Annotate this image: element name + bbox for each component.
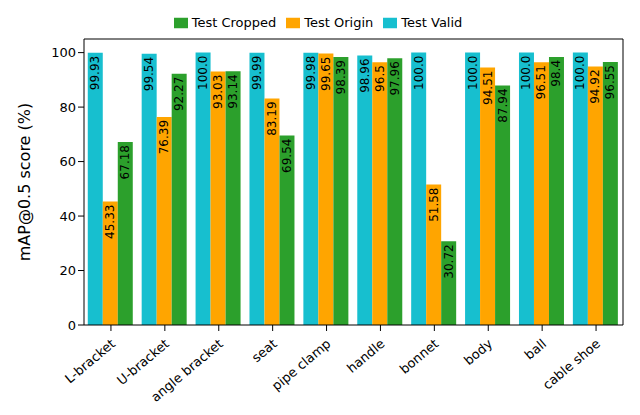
svg-text:100: 100 bbox=[51, 45, 76, 60]
svg-text:30.72: 30.72 bbox=[442, 244, 456, 278]
svg-text:100.0: 100.0 bbox=[412, 56, 426, 90]
svg-text:bonnet: bonnet bbox=[397, 336, 442, 377]
svg-text:100.0: 100.0 bbox=[519, 56, 533, 90]
svg-text:99.93: 99.93 bbox=[88, 56, 102, 90]
svg-text:60: 60 bbox=[59, 154, 76, 169]
svg-text:99.98: 99.98 bbox=[304, 56, 318, 90]
svg-text:45.33: 45.33 bbox=[103, 205, 117, 239]
svg-text:93.03: 93.03 bbox=[211, 75, 225, 109]
html-text:Test Valid: Test Valid bbox=[401, 15, 463, 30]
svg-text:seat: seat bbox=[249, 336, 280, 365]
svg-text:angle bracket: angle bracket bbox=[148, 336, 226, 405]
svg-text:body: body bbox=[461, 336, 496, 368]
svg-text:100.0: 100.0 bbox=[466, 56, 480, 90]
svg-text:96.51: 96.51 bbox=[534, 65, 548, 99]
svg-text:0: 0 bbox=[68, 318, 76, 333]
html-text:Test Origin: Test Origin bbox=[304, 15, 374, 30]
svg-text:96.55: 96.55 bbox=[603, 65, 617, 99]
svg-text:98.4: 98.4 bbox=[549, 60, 563, 87]
svg-text:94.51: 94.51 bbox=[481, 71, 495, 105]
svg-text:87.94: 87.94 bbox=[496, 88, 510, 122]
svg-text:20: 20 bbox=[59, 263, 76, 278]
svg-text:93.14: 93.14 bbox=[226, 74, 240, 108]
svg-text:99.99: 99.99 bbox=[250, 56, 264, 90]
svg-text:100.0: 100.0 bbox=[573, 56, 587, 90]
svg-text:mAP@0.5 score (%): mAP@0.5 score (%) bbox=[15, 103, 34, 261]
svg-text:80: 80 bbox=[59, 100, 76, 115]
svg-text:83.19: 83.19 bbox=[265, 101, 279, 135]
svg-text:40: 40 bbox=[59, 209, 76, 224]
svg-text:cable shoe: cable shoe bbox=[540, 336, 603, 393]
svg-text:67.18: 67.18 bbox=[118, 145, 132, 179]
svg-text:98.96: 98.96 bbox=[358, 58, 372, 92]
svg-text:76.39: 76.39 bbox=[157, 120, 171, 154]
svg-text:99.65: 99.65 bbox=[319, 57, 333, 91]
svg-text:97.96: 97.96 bbox=[388, 61, 402, 95]
svg-text:94.92: 94.92 bbox=[588, 69, 602, 103]
svg-text:handle: handle bbox=[344, 336, 388, 376]
svg-text:99.54: 99.54 bbox=[142, 57, 156, 91]
svg-text:69.54: 69.54 bbox=[280, 139, 294, 173]
svg-text:98.39: 98.39 bbox=[334, 60, 348, 94]
svg-text:96.5: 96.5 bbox=[373, 65, 387, 92]
svg-text:92.27: 92.27 bbox=[172, 77, 186, 111]
svg-text:51.58: 51.58 bbox=[427, 188, 441, 222]
svg-text:ball: ball bbox=[522, 336, 550, 363]
svg-text:U-bracket: U-bracket bbox=[114, 335, 172, 388]
svg-text:pipe clamp: pipe clamp bbox=[269, 336, 334, 394]
html-text:Test Cropped: Test Cropped bbox=[191, 15, 277, 30]
svg-text:L-bracket: L-bracket bbox=[62, 336, 118, 386]
svg-text:100.0: 100.0 bbox=[196, 56, 210, 90]
